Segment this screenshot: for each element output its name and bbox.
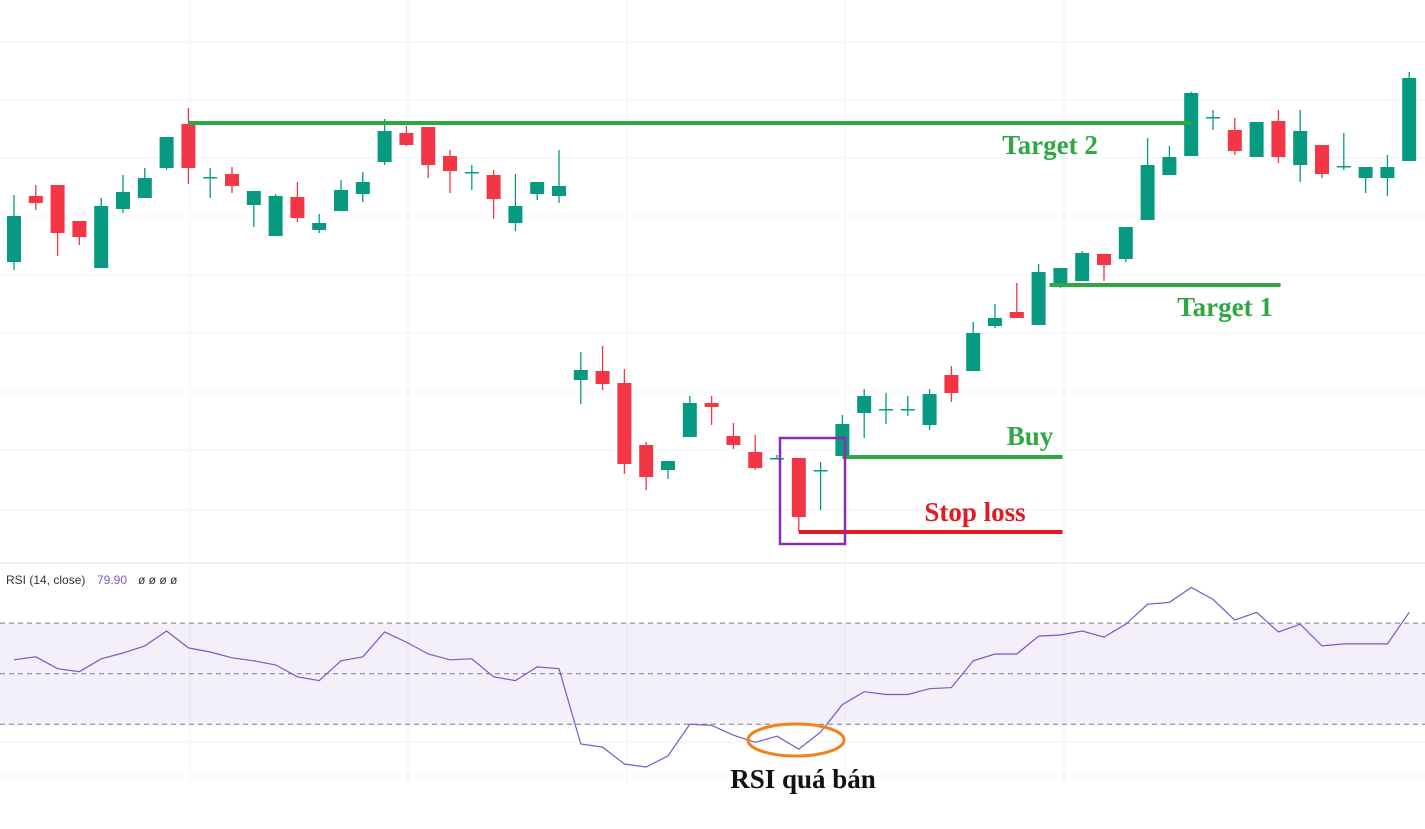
candle-body [770,458,784,460]
price-pane: Target 2 Target 1 Buy Stop loss [7,72,1417,534]
candle-body [72,221,87,237]
candle-body [225,174,239,186]
candle-body [573,370,588,380]
candle-body [159,137,174,168]
rsi-line [13,586,1410,768]
candle-body [1118,227,1133,259]
candle-body [1271,121,1286,157]
candle-body [617,383,632,464]
level-label: Target 1 [1177,292,1273,322]
candle-body [94,206,109,268]
candle-body [7,216,21,262]
candle-body [922,394,937,425]
candle-body [334,190,348,211]
candle-body [246,191,261,205]
candle-body [726,436,741,445]
candle-body [508,206,523,223]
candle-body [1293,131,1308,165]
candle-body [1009,312,1024,318]
candle-body [552,186,566,196]
candle-body [682,403,697,437]
candle-body [661,461,675,470]
rsi-value: 79.90 [97,573,127,587]
candle-body [704,403,719,407]
rsi-pane [0,586,1425,768]
level-label: Target 2 [1002,130,1098,160]
candle-body [464,172,479,174]
candle-body [639,445,654,477]
candle-body [530,182,545,194]
candle-body [290,197,305,218]
candle-body [1227,130,1242,151]
rsi-annotation: RSI quá bán [730,764,876,794]
candle-body [355,182,370,194]
candle-body [181,124,196,168]
candle-body [791,458,806,517]
candle-body [1162,157,1177,175]
candle-body [1206,117,1220,119]
candle-body [1140,165,1155,220]
rsi-symbols: ø ø ø ø [138,573,178,587]
rsi-title: RSI (14, close) [6,573,85,587]
candle-body [203,177,218,179]
candle-body [966,333,981,371]
candle-body [486,175,501,199]
candle-body [421,127,436,165]
candle-body [879,409,893,411]
level-label: Stop loss [924,497,1025,527]
candle-body [1249,122,1264,157]
candle-body [1402,78,1417,161]
oversold-ellipse [746,722,846,758]
candle-body [50,185,65,233]
candle-body [399,133,414,145]
candle-body [377,131,392,162]
candle-body [900,409,915,411]
candle-body [443,156,457,171]
candle-body [1097,254,1111,265]
candle-body [1075,253,1090,281]
candle-body [268,196,283,236]
candle-body [1336,166,1351,168]
candle-body [944,375,959,393]
highlight-box [778,436,847,546]
candle-body [748,452,763,468]
candle-body [1358,167,1373,178]
level-label: Buy [1007,421,1054,451]
candle-body [1031,272,1046,325]
candle-body [28,196,43,203]
candle-body [813,470,828,472]
candle-body [1380,167,1395,178]
candle-body [137,178,152,198]
candle-body [857,396,872,413]
grid [0,0,1425,785]
candle-body [1315,145,1329,174]
candle-body [1053,268,1068,283]
candle-body [116,192,130,209]
candle-body [988,318,1002,326]
candle-body [595,371,610,384]
candle-body [312,223,327,230]
candle-body [835,424,850,456]
